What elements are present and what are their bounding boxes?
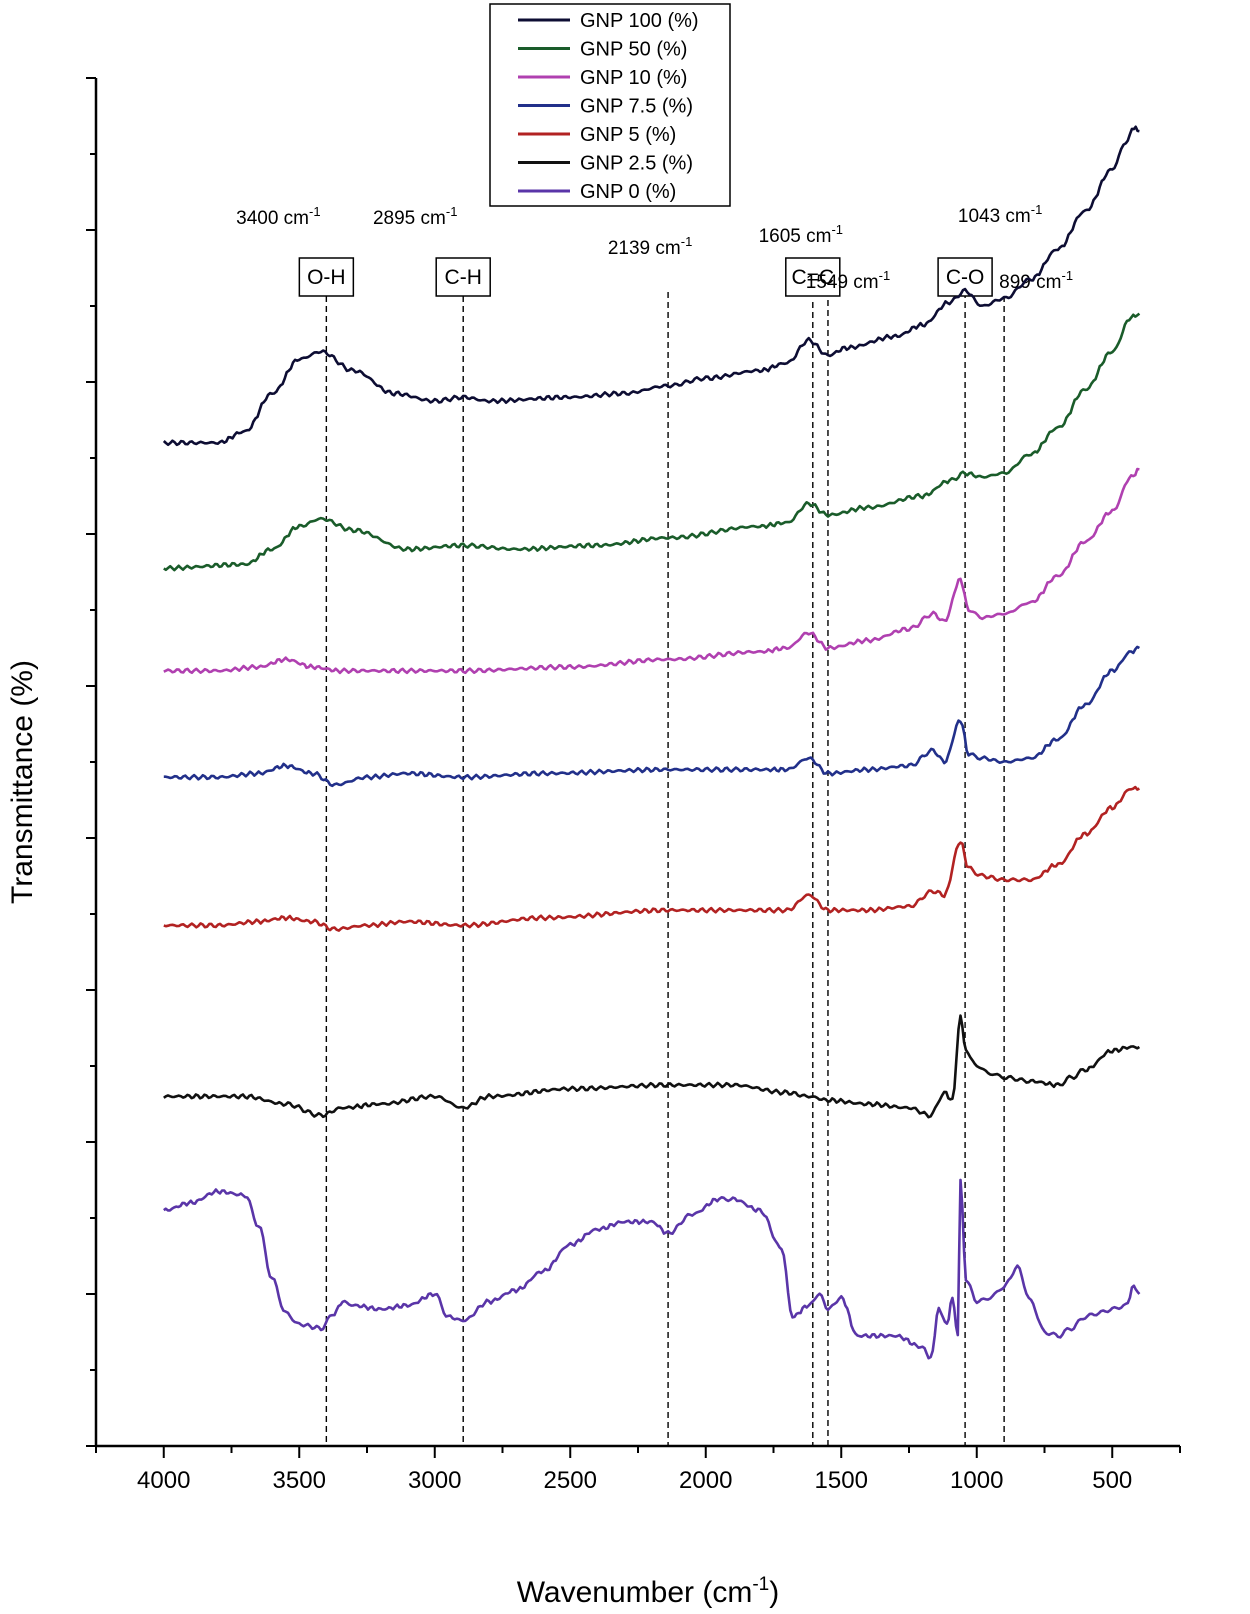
series-line-GNP-10 xyxy=(163,467,1140,675)
legend-entry: GNP 2.5 (%) xyxy=(580,153,693,175)
annotation-label-899: 899 cm-1 xyxy=(999,268,1073,293)
x-tick-label: 2000 xyxy=(679,1467,732,1494)
x-axis-title-close: ) xyxy=(769,1576,779,1609)
annotation-label-superscript: -1 xyxy=(1061,268,1073,283)
series-line-GNP-100 xyxy=(162,125,1140,447)
annotation-label-superscript: -1 xyxy=(1031,202,1043,217)
legend: GNP 100 (%) GNP 50 (%) GNP 10 (%) GNP 7.5 (… xyxy=(489,3,731,207)
x-tick-label: 1500 xyxy=(815,1467,868,1494)
x-tick-label: 500 xyxy=(1092,1467,1132,1494)
annotation-label-superscript: -1 xyxy=(879,268,891,283)
x-tick-label: 3500 xyxy=(273,1467,326,1494)
legend-entry: GNP 0 (%) xyxy=(580,181,676,203)
axes: 4000 3500 3000 2500 2000 1500 1000 500 Wavenumbe… xyxy=(6,77,1181,1609)
annotation-label-2139: 2139 cm-1 xyxy=(608,234,692,259)
annotation-label-1043: 1043 cm-1 xyxy=(958,202,1042,227)
bond-box-C-H xyxy=(435,257,491,297)
series-line-GNP-7.5 xyxy=(163,645,1141,788)
legend-entry: GNP 7.5 (%) xyxy=(580,96,693,118)
series-line-GNP-2.5 xyxy=(163,1014,1141,1119)
annotation-label-1549: 1549 cm-1 xyxy=(806,268,890,293)
bond-label-C=C: C=C xyxy=(791,266,834,289)
bond-label-O-H: O-H xyxy=(307,266,346,289)
x-axis-title: Wavenumber (cm-1) xyxy=(517,1574,780,1609)
x-tick-label: 1000 xyxy=(950,1467,1003,1494)
bond-label-C-O: C-O xyxy=(946,266,985,289)
y-axis-title: Transmittance (%) xyxy=(6,660,39,904)
annotation-label-3400: 3400 cm-1 xyxy=(236,204,320,229)
x-tick-label: 2500 xyxy=(544,1467,597,1494)
bond-box-C=C xyxy=(785,257,841,297)
annotation-label-superscript: -1 xyxy=(446,204,458,219)
series-line-GNP-5 xyxy=(163,785,1140,932)
annotation-label-1605: 1605 cm-1 xyxy=(759,222,843,247)
bond-box-O-H xyxy=(298,257,355,297)
x-tick-label: 4000 xyxy=(137,1467,190,1494)
bond-label-C-H: C-H xyxy=(445,266,482,289)
annotation-label-2895: 2895 cm-1 xyxy=(373,204,457,229)
series-lines xyxy=(162,125,1141,1360)
annotation-label-superscript: -1 xyxy=(831,222,843,237)
legend-entry: GNP 100 (%) xyxy=(580,10,699,32)
series-line-GNP-0 xyxy=(163,1178,1141,1360)
legend-entry: GNP 10 (%) xyxy=(580,67,687,89)
x-tick-label: 3000 xyxy=(408,1467,461,1494)
x-axis-title-superscript: -1 xyxy=(752,1574,769,1595)
legend-entry: GNP 50 (%) xyxy=(580,39,687,61)
annotations: 3400 cm-1 O-H 2895 cm-1 C-H 2139 cm-1 1605 cm… xyxy=(236,202,1073,1446)
annotation-label-superscript: -1 xyxy=(681,234,693,249)
annotation-label-superscript: -1 xyxy=(309,204,321,219)
legend-entry: GNP 5 (%) xyxy=(580,124,676,146)
series-line-GNP-50 xyxy=(163,312,1141,572)
